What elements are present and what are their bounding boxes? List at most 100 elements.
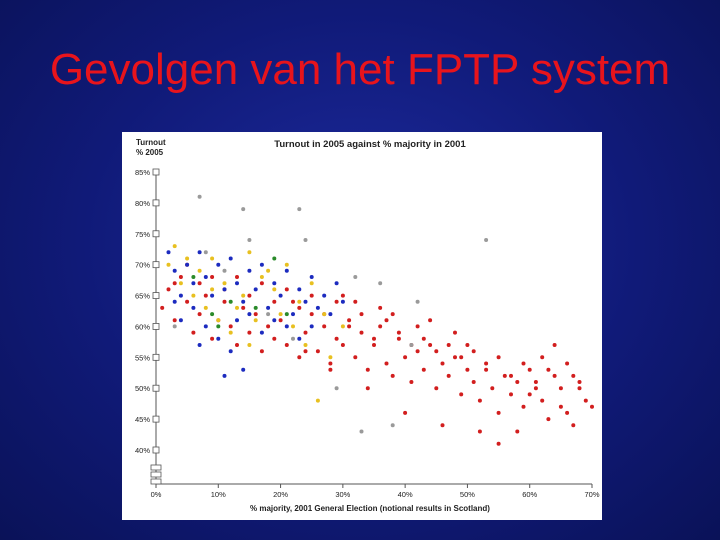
data-point-series-1	[471, 349, 476, 354]
data-point-series-4	[203, 250, 208, 255]
data-point-series-2	[203, 324, 208, 329]
data-point-series-2	[241, 299, 246, 304]
data-point-series-1	[278, 318, 283, 323]
y-tick-mark	[152, 323, 160, 330]
data-point-series-4	[172, 324, 177, 329]
data-point-series-1	[228, 324, 233, 329]
x-tick-label: 40%	[398, 490, 413, 499]
data-point-series-1	[353, 299, 358, 304]
data-point-series-1	[284, 287, 289, 292]
data-point-series-5	[253, 305, 258, 310]
data-point-series-2	[253, 287, 258, 292]
x-tick-label: 10%	[211, 490, 226, 499]
data-point-series-2	[272, 281, 277, 286]
y-tick-label: 60%	[135, 322, 150, 331]
data-point-series-3	[253, 318, 258, 323]
data-point-series-1	[590, 404, 594, 409]
data-point-series-1	[434, 349, 439, 354]
data-point-series-4	[266, 312, 271, 317]
data-point-series-1	[465, 367, 470, 372]
data-point-series-4	[415, 299, 420, 304]
data-point-series-4	[334, 386, 339, 391]
data-point-series-3	[291, 324, 295, 329]
data-point-series-3	[297, 299, 302, 304]
data-point-series-3	[185, 256, 190, 261]
data-point-series-2	[340, 299, 345, 304]
data-point-series-1	[540, 355, 545, 360]
data-point-series-1	[172, 281, 177, 286]
x-ticks: 0% 10% 20% 30% 40% 50% 60% 70%	[151, 484, 600, 499]
data-point-series-1	[415, 324, 420, 329]
data-point-series-1	[303, 330, 308, 335]
data-point-series-2	[309, 324, 314, 329]
data-point-series-2	[315, 305, 320, 310]
data-point-series-5	[210, 312, 215, 317]
data-point-series-2	[178, 293, 183, 298]
data-point-series-2	[247, 268, 252, 273]
data-point-series-1	[490, 386, 495, 391]
data-point-series-2	[228, 256, 233, 261]
data-point-series-1	[160, 305, 165, 310]
y-axis-label-line2: % 2005	[136, 148, 164, 157]
data-point-series-2	[228, 349, 233, 354]
data-point-series-1	[390, 312, 395, 317]
y-axis-label-line1: Turnout	[136, 138, 166, 147]
y-tick-label: 55%	[135, 353, 150, 362]
data-point-series-3	[322, 312, 327, 317]
data-point-series-2	[309, 275, 314, 279]
y-tick-label: 85%	[135, 168, 150, 177]
data-point-series-4	[197, 194, 202, 199]
y-tick-mark	[152, 384, 160, 392]
data-point-series-3	[191, 293, 196, 298]
x-tick-label: 20%	[273, 490, 288, 499]
data-point-series-1	[166, 287, 171, 292]
data-point-series-1	[527, 367, 532, 372]
data-point-series-2	[178, 318, 183, 323]
data-point-series-2	[197, 250, 202, 255]
data-point-series-3	[315, 398, 320, 403]
data-point-series-2	[272, 318, 277, 323]
data-point-series-2	[322, 293, 327, 298]
data-point-series-1	[378, 324, 383, 329]
data-point-series-1	[565, 361, 570, 366]
data-point-series-1	[309, 312, 314, 317]
data-point-series-2	[259, 330, 264, 335]
data-point-series-1	[340, 343, 345, 347]
data-point-series-1	[372, 336, 376, 341]
data-point-series-2	[241, 367, 246, 372]
data-point-series-1	[403, 355, 408, 360]
data-point-series-1	[309, 293, 314, 298]
data-point-series-1	[527, 392, 532, 397]
y-tick-mark	[152, 353, 160, 361]
chart-panel: Turnout % 2005 Turnout in 2005 against %…	[122, 132, 602, 520]
y-tick-label: 70%	[135, 261, 150, 270]
data-point-series-1	[191, 330, 196, 335]
data-point-series-2	[235, 281, 239, 286]
data-point-series-4	[303, 238, 308, 242]
data-point-series-1	[340, 293, 345, 298]
data-point-series-4	[222, 268, 227, 273]
axis-break	[150, 464, 162, 485]
data-point-series-1	[328, 367, 333, 372]
data-point-series-1	[521, 361, 526, 366]
x-tick-label: 30%	[335, 490, 350, 499]
y-tick-mark	[152, 415, 160, 423]
data-point-series-1	[334, 299, 339, 304]
y-tick-mark	[152, 199, 160, 207]
data-point-series-2	[172, 299, 177, 304]
data-point-series-1	[453, 330, 457, 335]
data-point-series-1	[446, 373, 451, 378]
data-point-series-1	[284, 343, 289, 347]
data-point-series-1	[496, 355, 501, 360]
data-point-series-3	[216, 318, 221, 323]
x-tick-label: 0%	[151, 490, 162, 499]
data-point-series-1	[434, 386, 439, 391]
data-point-series-1	[502, 373, 507, 378]
data-point-series-3	[266, 268, 271, 273]
data-point-series-1	[515, 429, 520, 434]
data-point-series-2	[197, 343, 202, 347]
data-point-series-3	[247, 250, 252, 255]
data-point-series-3	[166, 262, 171, 267]
data-point-series-2	[185, 262, 190, 267]
data-point-series-1	[353, 355, 358, 360]
